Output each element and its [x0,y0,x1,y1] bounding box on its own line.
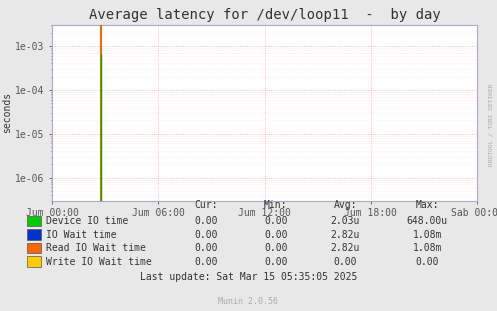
Text: 0.00: 0.00 [333,257,357,267]
Text: Write IO Wait time: Write IO Wait time [46,257,152,267]
Text: 0.00: 0.00 [194,257,218,267]
Text: 2.82u: 2.82u [331,243,360,253]
Text: Max:: Max: [415,200,439,210]
Text: 1.08m: 1.08m [413,230,442,240]
Text: 1.08m: 1.08m [413,243,442,253]
Text: Read IO Wait time: Read IO Wait time [46,243,146,253]
Text: 0.00: 0.00 [194,216,218,226]
Text: Min:: Min: [264,200,288,210]
Text: 2.03u: 2.03u [331,216,360,226]
Y-axis label: seconds: seconds [2,92,12,133]
Text: Device IO time: Device IO time [46,216,128,226]
Text: 0.00: 0.00 [264,257,288,267]
Text: Last update: Sat Mar 15 05:35:05 2025: Last update: Sat Mar 15 05:35:05 2025 [140,272,357,282]
Text: 0.00: 0.00 [194,243,218,253]
Text: 2.82u: 2.82u [331,230,360,240]
Text: Avg:: Avg: [333,200,357,210]
Text: 0.00: 0.00 [194,230,218,240]
Text: Cur:: Cur: [194,200,218,210]
Text: Munin 2.0.56: Munin 2.0.56 [219,297,278,306]
Title: Average latency for /dev/loop11  -  by day: Average latency for /dev/loop11 - by day [89,8,440,22]
Text: IO Wait time: IO Wait time [46,230,117,240]
Text: 0.00: 0.00 [264,216,288,226]
Text: 0.00: 0.00 [264,230,288,240]
Text: RRDTOOL / TOBI OETIKER: RRDTOOL / TOBI OETIKER [489,83,494,166]
Text: 648.00u: 648.00u [407,216,448,226]
Text: 0.00: 0.00 [264,243,288,253]
Text: 0.00: 0.00 [415,257,439,267]
